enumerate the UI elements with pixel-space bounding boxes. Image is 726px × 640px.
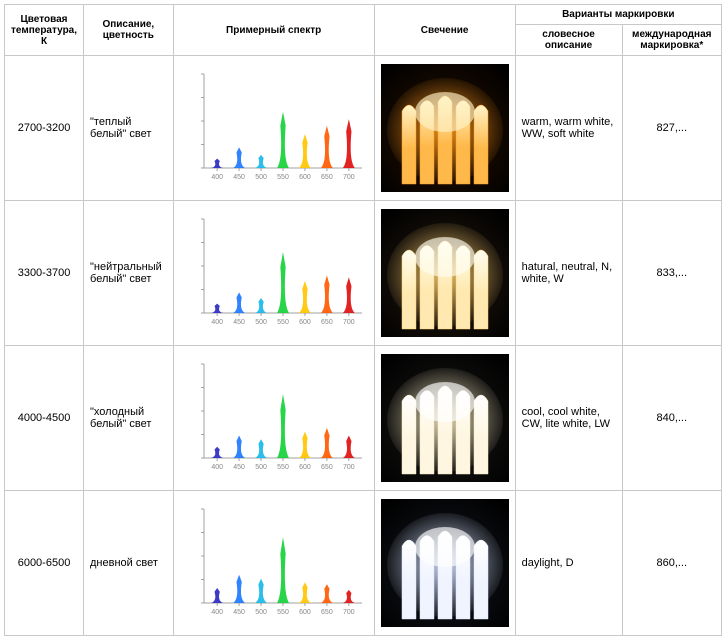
cell-temp: 4000-4500 bbox=[5, 346, 84, 491]
glow-illustration bbox=[381, 209, 509, 337]
cell-glow bbox=[374, 346, 515, 491]
cell-intl: 833,... bbox=[622, 201, 721, 346]
svg-text:400: 400 bbox=[211, 174, 223, 181]
svg-text:700: 700 bbox=[343, 319, 355, 326]
svg-text:700: 700 bbox=[343, 174, 355, 181]
cell-desc: "теплый белый" свет bbox=[84, 56, 174, 201]
svg-text:550: 550 bbox=[277, 464, 289, 471]
svg-text:500: 500 bbox=[255, 174, 267, 181]
cell-spectrum: 400 450 500 550 600 650 700 bbox=[173, 491, 374, 636]
svg-text:650: 650 bbox=[321, 174, 333, 181]
svg-text:500: 500 bbox=[255, 609, 267, 616]
table-row: 6000-6500 дневной свет 400 450 500 550 6… bbox=[5, 491, 722, 636]
cell-temp: 2700-3200 bbox=[5, 56, 84, 201]
svg-text:600: 600 bbox=[299, 464, 311, 471]
spectrum-chart: 400 450 500 550 600 650 700 bbox=[180, 213, 368, 333]
cell-intl: 860,... bbox=[622, 491, 721, 636]
svg-text:550: 550 bbox=[277, 174, 289, 181]
svg-text:400: 400 bbox=[211, 319, 223, 326]
svg-text:450: 450 bbox=[233, 609, 245, 616]
spectrum-chart: 400 450 500 550 600 650 700 bbox=[180, 68, 368, 188]
svg-text:450: 450 bbox=[233, 174, 245, 181]
cell-desc: дневной свет bbox=[84, 491, 174, 636]
spectrum-chart: 400 450 500 550 600 650 700 bbox=[180, 503, 368, 623]
header-glow: Свечение bbox=[374, 5, 515, 56]
cell-intl: 840,... bbox=[622, 346, 721, 491]
header-desc: Описание, цветность bbox=[84, 5, 174, 56]
svg-text:650: 650 bbox=[321, 609, 333, 616]
glow-illustration bbox=[381, 354, 509, 482]
cell-verbal: warm, warm white, WW, soft white bbox=[515, 56, 622, 201]
table-row: 4000-4500 "холодный белый" свет 400 450 … bbox=[5, 346, 722, 491]
cell-spectrum: 400 450 500 550 600 650 700 bbox=[173, 56, 374, 201]
svg-text:400: 400 bbox=[211, 609, 223, 616]
svg-text:600: 600 bbox=[299, 319, 311, 326]
cell-desc: "холодный белый" свет bbox=[84, 346, 174, 491]
table-row: 2700-3200 "теплый белый" свет 400 450 50… bbox=[5, 56, 722, 201]
svg-text:450: 450 bbox=[233, 464, 245, 471]
cell-verbal: cool, cool white, CW, lite white, LW bbox=[515, 346, 622, 491]
glow-illustration bbox=[381, 499, 509, 627]
svg-text:400: 400 bbox=[211, 464, 223, 471]
svg-text:700: 700 bbox=[343, 609, 355, 616]
svg-text:700: 700 bbox=[343, 464, 355, 471]
header-marking-group: Варианты маркировки bbox=[515, 5, 721, 25]
table-row: 3300-3700 "нейтральный белый" свет 400 4… bbox=[5, 201, 722, 346]
svg-text:650: 650 bbox=[321, 319, 333, 326]
glow-illustration bbox=[381, 64, 509, 192]
header-temp: Цветовая температура, К bbox=[5, 5, 84, 56]
cell-intl: 827,... bbox=[622, 56, 721, 201]
cell-spectrum: 400 450 500 550 600 650 700 bbox=[173, 346, 374, 491]
cell-verbal: daylight, D bbox=[515, 491, 622, 636]
color-temp-table: Цветовая температура, К Описание, цветно… bbox=[4, 4, 722, 636]
spectrum-chart: 400 450 500 550 600 650 700 bbox=[180, 358, 368, 478]
cell-glow bbox=[374, 201, 515, 346]
header-intl: международная маркировка* bbox=[622, 25, 721, 56]
header-verbal: словесное описание bbox=[515, 25, 622, 56]
svg-text:550: 550 bbox=[277, 609, 289, 616]
cell-glow bbox=[374, 56, 515, 201]
cell-verbal: hatural, neutral, N, white, W bbox=[515, 201, 622, 346]
header-spectrum: Примерный спектр bbox=[173, 5, 374, 56]
cell-temp: 3300-3700 bbox=[5, 201, 84, 346]
svg-text:600: 600 bbox=[299, 609, 311, 616]
cell-spectrum: 400 450 500 550 600 650 700 bbox=[173, 201, 374, 346]
svg-text:450: 450 bbox=[233, 319, 245, 326]
svg-text:500: 500 bbox=[255, 319, 267, 326]
svg-text:550: 550 bbox=[277, 319, 289, 326]
svg-text:600: 600 bbox=[299, 174, 311, 181]
cell-temp: 6000-6500 bbox=[5, 491, 84, 636]
cell-desc: "нейтральный белый" свет bbox=[84, 201, 174, 346]
svg-text:650: 650 bbox=[321, 464, 333, 471]
svg-text:500: 500 bbox=[255, 464, 267, 471]
cell-glow bbox=[374, 491, 515, 636]
